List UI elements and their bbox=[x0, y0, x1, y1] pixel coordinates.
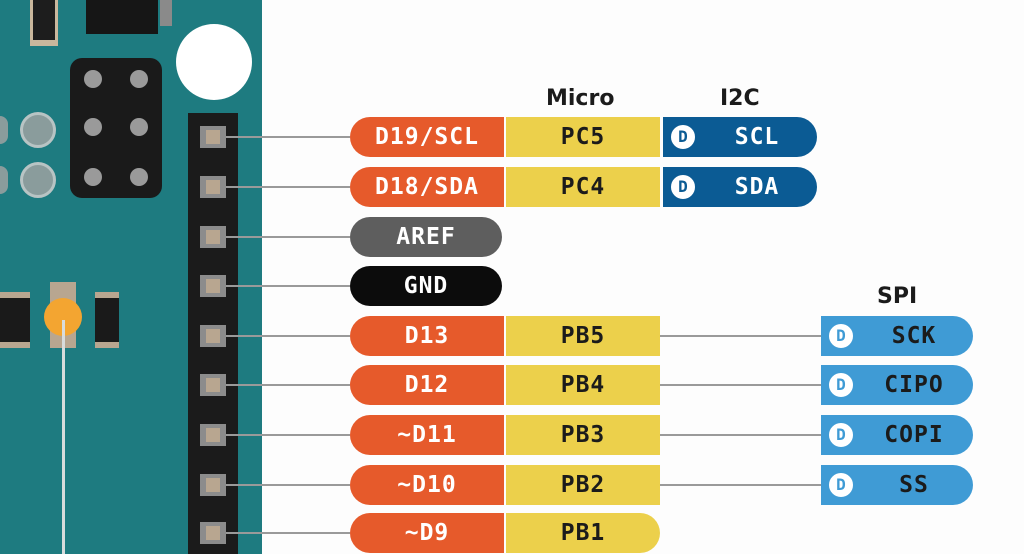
board-via bbox=[20, 162, 56, 198]
digital-badge-icon: D bbox=[827, 322, 855, 350]
digital-pin-label: ~D11 bbox=[350, 415, 504, 455]
digital-pin-label: D18/SDA bbox=[350, 167, 504, 207]
spi-pin-label: D COPI bbox=[821, 415, 973, 455]
header-pin bbox=[200, 275, 226, 297]
i2c-pin-label: D SCL bbox=[663, 117, 817, 157]
icsp-pin bbox=[130, 168, 148, 186]
digital-badge-icon: D bbox=[669, 173, 697, 201]
spi-lead bbox=[660, 384, 821, 386]
header-pin bbox=[200, 176, 226, 198]
digital-pin-label: ~D10 bbox=[350, 465, 504, 505]
pin-lead bbox=[226, 532, 350, 534]
spi-pin-label: D SCK bbox=[821, 316, 973, 356]
spi-pin-label: D CIPO bbox=[821, 365, 973, 405]
digital-badge-icon: D bbox=[827, 421, 855, 449]
board-via bbox=[0, 166, 8, 194]
icsp-pin bbox=[84, 70, 102, 88]
board-resistor bbox=[95, 292, 119, 348]
i2c-pin-label: D SDA bbox=[663, 167, 817, 207]
spi-lead bbox=[660, 434, 821, 436]
aref-pin-label: AREF bbox=[350, 217, 502, 257]
board-via bbox=[20, 112, 56, 148]
header-pin bbox=[200, 374, 226, 396]
icsp-pin bbox=[130, 70, 148, 88]
spi-lead bbox=[660, 484, 821, 486]
i2c-column-header: I2C bbox=[720, 86, 760, 111]
header-pin bbox=[200, 226, 226, 248]
spi-column-header: SPI bbox=[877, 284, 918, 309]
micro-pin-label: PC4 bbox=[506, 167, 660, 207]
digital-pin-label: D19/SCL bbox=[350, 117, 504, 157]
pin-lead bbox=[226, 236, 350, 238]
icsp-pin bbox=[84, 168, 102, 186]
digital-badge-icon: D bbox=[827, 471, 855, 499]
spi-lead bbox=[660, 335, 821, 337]
micro-pin-label: PC5 bbox=[506, 117, 660, 157]
micro-column-header: Micro bbox=[546, 86, 615, 111]
board-trace bbox=[62, 320, 65, 554]
gnd-pin-label: GND bbox=[350, 266, 502, 306]
pin-lead bbox=[226, 186, 350, 188]
digital-pin-label: D13 bbox=[350, 316, 504, 356]
micro-pin-label: PB2 bbox=[506, 465, 660, 505]
micro-pin-label: PB3 bbox=[506, 415, 660, 455]
pin-lead bbox=[226, 434, 350, 436]
board-component-top-left bbox=[30, 0, 58, 46]
board-component-top-right bbox=[160, 0, 172, 26]
icsp-pin bbox=[130, 118, 148, 136]
board-resistor bbox=[0, 292, 30, 348]
icsp-pin bbox=[84, 118, 102, 136]
header-pin bbox=[200, 424, 226, 446]
board-via bbox=[0, 116, 8, 144]
header-pin bbox=[200, 522, 226, 544]
digital-pin-label: ~D9 bbox=[350, 513, 504, 553]
board-chip-top bbox=[86, 0, 158, 34]
micro-pin-label: PB4 bbox=[506, 365, 660, 405]
pin-lead bbox=[226, 484, 350, 486]
pin-lead bbox=[226, 285, 350, 287]
micro-pin-label: PB5 bbox=[506, 316, 660, 356]
digital-pin-label: D12 bbox=[350, 365, 504, 405]
spi-pin-label: D SS bbox=[821, 465, 973, 505]
board-mounting-hole bbox=[176, 24, 252, 100]
digital-badge-icon: D bbox=[669, 123, 697, 151]
pin-lead bbox=[226, 335, 350, 337]
pin-lead bbox=[226, 384, 350, 386]
digital-badge-icon: D bbox=[827, 371, 855, 399]
pin-lead bbox=[226, 136, 350, 138]
micro-pin-label: PB1 bbox=[506, 513, 660, 553]
header-pin bbox=[200, 126, 226, 148]
header-pin bbox=[200, 325, 226, 347]
header-pin bbox=[200, 474, 226, 496]
